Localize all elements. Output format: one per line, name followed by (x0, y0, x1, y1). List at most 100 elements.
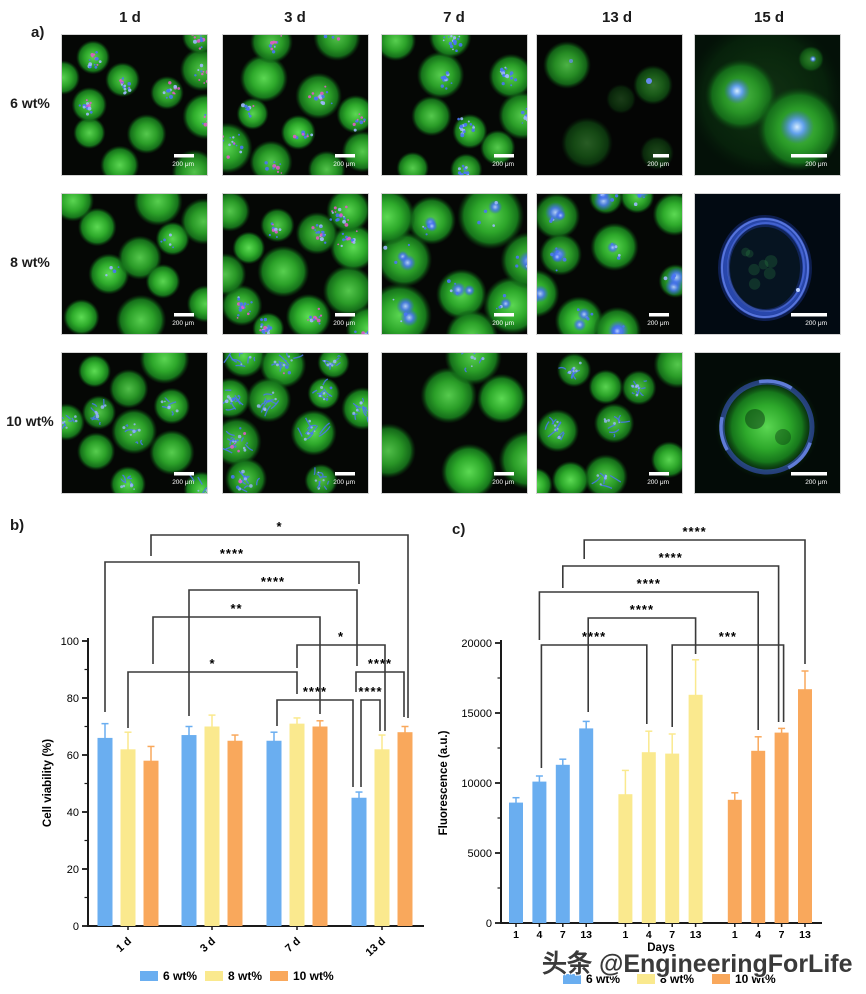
column-header-7d: 7 d (443, 9, 465, 26)
micrograph-8wt%-15d: 200 μm (694, 193, 841, 335)
micrograph-10wt%-3d: 200 μm (222, 352, 369, 494)
microsphere (476, 373, 527, 424)
microsphere (449, 153, 483, 175)
microsphere (133, 194, 183, 226)
microsphere (73, 116, 106, 149)
bar (532, 781, 547, 923)
micrograph-content (715, 375, 819, 479)
microsphere (345, 306, 368, 334)
significance-label: **** (659, 550, 683, 565)
significance-label: **** (368, 656, 392, 671)
microsphere (583, 454, 629, 493)
significance-label: **** (220, 546, 244, 561)
bar (665, 753, 680, 923)
scale-bar (335, 472, 355, 476)
significance-label: *** (719, 629, 737, 644)
microsphere (62, 403, 85, 441)
microsphere (588, 369, 624, 405)
microsphere (183, 471, 207, 493)
row-label-10wt: 10 wt% (6, 413, 54, 429)
scale-bar (791, 313, 827, 317)
significance-bracket (540, 644, 648, 768)
x-tick-label: 7 (560, 929, 566, 941)
column-header-15d: 15 d (753, 9, 784, 26)
microsphere (149, 429, 195, 476)
microsphere (145, 263, 181, 299)
x-tick-label: 3 d (198, 935, 218, 955)
bar (798, 689, 812, 923)
legend-swatch (712, 974, 730, 984)
x-tick-label: 7 d (283, 935, 303, 955)
microsphere (537, 467, 553, 493)
column-header-1d: 1 d (119, 9, 141, 26)
bar (751, 750, 766, 923)
scale-bar (174, 313, 194, 317)
microsphere (77, 207, 117, 247)
microsphere (411, 95, 452, 137)
microsphere (239, 54, 288, 103)
column-header-3d: 3 d (284, 9, 306, 26)
scale-bar-label: 200 μm (805, 161, 827, 168)
bar (351, 797, 367, 926)
microsphere (150, 75, 184, 110)
significance-label: **** (637, 576, 661, 591)
microsphere (341, 387, 368, 431)
legend-swatch (205, 971, 223, 981)
legend-label: 6 wt% (586, 972, 620, 986)
bar (143, 760, 159, 926)
y-tick-label: 5000 (468, 848, 492, 860)
microsphere (223, 284, 263, 327)
scale-bar (791, 472, 827, 476)
x-tick-label: 13 (690, 929, 702, 941)
micrograph-content (382, 194, 527, 334)
microsphere (317, 353, 350, 379)
x-tick-label: 1 (732, 929, 738, 941)
microsphere (76, 40, 111, 75)
micrograph-6wt%-15d: 200 μm (694, 34, 841, 176)
cell_viability-chart: 0 20 40 60 80 100 Cell viability (%) 1 d 3 d 7 d 1… (42, 519, 424, 983)
micrograph-6wt%-3d: 200 μm (222, 34, 369, 176)
fluorescence-chart: 0 5000 10000 15000 20000 Fluorescence (a.u.) 1… (438, 524, 822, 986)
bar (312, 726, 328, 926)
microsphere (445, 309, 498, 334)
micrograph-10wt%-7d: 200 μm (381, 352, 528, 494)
watermark: 头条 @EngineeringForLife (542, 950, 853, 978)
bar (181, 735, 197, 926)
scale-bar-label: 200 μm (333, 479, 355, 486)
scale-bar-label: 200 μm (805, 479, 827, 486)
microsphere (223, 122, 253, 174)
scale-bar (174, 154, 194, 158)
micrograph-10wt%-13d: 200 μm (536, 352, 683, 494)
x-tick-label: 4 (536, 929, 542, 941)
micrograph-content (537, 353, 682, 493)
microsphere (593, 306, 642, 334)
bar (397, 732, 413, 926)
y-tick-label: 80 (67, 693, 79, 705)
scale-bar-label: 200 μm (647, 161, 669, 168)
scale-bar (335, 154, 355, 158)
bar (204, 726, 220, 926)
microsphere (223, 194, 251, 232)
micrograph-8wt%-13d: 200 μm (536, 193, 683, 335)
microsphere (606, 84, 636, 114)
micrograph-content (62, 194, 207, 334)
scale-bar-label: 200 μm (647, 320, 669, 327)
y-tick-label: 20000 (461, 638, 492, 650)
microsphere (416, 51, 465, 99)
bar (727, 799, 742, 923)
microsphere (153, 387, 191, 425)
legend-swatch (270, 971, 288, 981)
microsphere (109, 466, 147, 493)
significance-bracket (583, 539, 806, 664)
microsphere (77, 354, 112, 388)
microsphere (313, 35, 361, 61)
micrograph-6wt%-1d: 200 μm (61, 34, 208, 176)
microsphere (62, 60, 81, 95)
scale-bar-label: 200 μm (492, 479, 514, 486)
microsphere (249, 140, 293, 175)
significance-label: * (209, 656, 215, 671)
microsphere (280, 114, 316, 150)
x-tick-label: 13 (580, 929, 592, 941)
significance-bracket (276, 699, 354, 787)
